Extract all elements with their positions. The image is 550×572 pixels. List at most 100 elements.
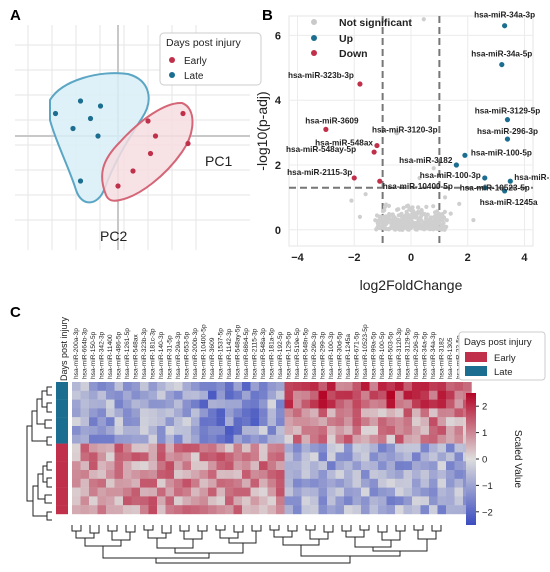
heatmap-cell [97, 390, 107, 400]
colorbar-tick-label: 1 [482, 428, 487, 439]
heatmap-cell [123, 390, 132, 400]
heatmap-cell [157, 382, 166, 391]
heatmap-cell [148, 478, 158, 488]
heatmap-cell [208, 478, 217, 488]
heatmap-cell [72, 408, 81, 418]
heatmap-cell [72, 478, 81, 488]
heatmap-cell [225, 417, 234, 427]
heatmap-cell [412, 417, 421, 427]
heatmap-cell [335, 443, 345, 453]
heatmap-column-label: hsa-miR-10523-5p [362, 324, 369, 379]
heatmap-cell [89, 496, 98, 506]
heatmap-cell [165, 478, 175, 488]
heatmap-cell [123, 505, 132, 515]
heatmap-cell [378, 399, 387, 409]
heatmap-cell [454, 470, 464, 479]
heatmap-cell [293, 478, 302, 488]
heatmap-cell [293, 487, 302, 497]
heatmap-cell [327, 399, 336, 409]
heatmap-cell [395, 461, 404, 471]
volcano-legend-up: Up [339, 33, 353, 45]
heatmap-cell [335, 408, 345, 418]
heatmap-cell [72, 390, 81, 400]
heatmap-cell [131, 434, 141, 444]
row-dendrogram [26, 386, 52, 521]
heatmap-cell [429, 505, 438, 515]
heatmap-cell [327, 434, 336, 444]
heatmap-cell [114, 461, 124, 471]
heatmap-cell [420, 443, 430, 453]
heatmap-row-annotation-early [56, 443, 68, 453]
heatmap-cell [318, 478, 328, 488]
volcano-point-ns [444, 218, 449, 223]
heatmap-cell [276, 434, 285, 444]
volcano-xtick: 0 [408, 252, 414, 264]
colorbar-tick-label: 0 [482, 455, 487, 466]
heatmap-cell [123, 452, 132, 462]
heatmap-cell [267, 505, 277, 515]
heatmap-cell [267, 390, 277, 400]
heatmap-cell [293, 390, 302, 400]
pca-point-early [145, 118, 151, 124]
heatmap-cell [157, 505, 166, 515]
heatmap-cell [276, 487, 285, 497]
heatmap-cell [157, 461, 166, 471]
heatmap-cell [80, 505, 90, 515]
heatmap-cell [148, 390, 158, 400]
heatmap-cell [301, 434, 311, 444]
heatmap-column-label: hsa-miR-200b-3p [192, 328, 199, 379]
pca-point-late [87, 115, 94, 122]
heatmap-cell [276, 408, 285, 418]
heatmap-column-label: hsa-miR-342-3p [98, 331, 105, 379]
heatmap-cell [454, 408, 464, 418]
heatmap-cell [89, 399, 98, 409]
heatmap-cell [174, 399, 183, 409]
heatmap-cell [369, 443, 379, 453]
heatmap-cell [267, 452, 277, 462]
volcano-point-ns [434, 226, 440, 231]
heatmap-cell [242, 390, 251, 400]
volcano-point-ns [417, 175, 422, 181]
heatmap-cell [284, 390, 294, 400]
volcano-point-ns [419, 218, 424, 223]
heatmap-column-label: hsa-miR-6864-5p [243, 328, 250, 379]
volcano-point-ns [389, 225, 394, 230]
heatmap-cell [242, 408, 251, 418]
heatmap-cell [437, 505, 447, 515]
heatmap-column-label: hsa-miR-11400 [107, 334, 114, 379]
heatmap-cell [208, 408, 217, 418]
volcano-point-ns [399, 214, 404, 219]
heatmap-cell [148, 399, 158, 409]
heatmap-cell [114, 478, 124, 488]
heatmap-cell [267, 417, 277, 427]
heatmap-cell [89, 390, 98, 400]
heatmap-cell [276, 478, 285, 488]
heatmap-cell [72, 461, 81, 471]
heatmap-cell [174, 478, 183, 488]
heatmap-row-annotation-late [56, 399, 68, 409]
colorbar-gradient [466, 393, 476, 525]
heatmap-column-label: hsa-miR-2115-3p [251, 328, 258, 379]
heatmap-cell [378, 461, 387, 471]
heatmap-cell [259, 487, 268, 497]
volcano-point-ns [421, 17, 426, 22]
volcano-label-hsa-miR-3609: hsa-miR-3609 [305, 116, 359, 125]
volcano-point-ns [402, 225, 407, 230]
heatmap-cell [123, 443, 132, 453]
heatmap-cell [267, 408, 277, 418]
heatmap-cell [131, 443, 141, 453]
heatmap-cell [225, 382, 234, 391]
heatmap-cell [89, 426, 98, 435]
heatmap-cell [140, 382, 149, 391]
heatmap-cell [89, 434, 98, 444]
heatmap-cell [284, 478, 294, 488]
heatmap-cell [276, 382, 285, 391]
heatmap-cell [437, 426, 447, 435]
heatmap-cell [310, 399, 319, 409]
heatmap-cell [429, 452, 438, 462]
heatmap-cell [310, 452, 319, 462]
heatmap-cell [310, 382, 319, 391]
heatmap-cell [225, 452, 234, 462]
heatmap-column-label: hsa-miR-653-5p [183, 331, 190, 379]
heatmap-cell [293, 452, 302, 462]
